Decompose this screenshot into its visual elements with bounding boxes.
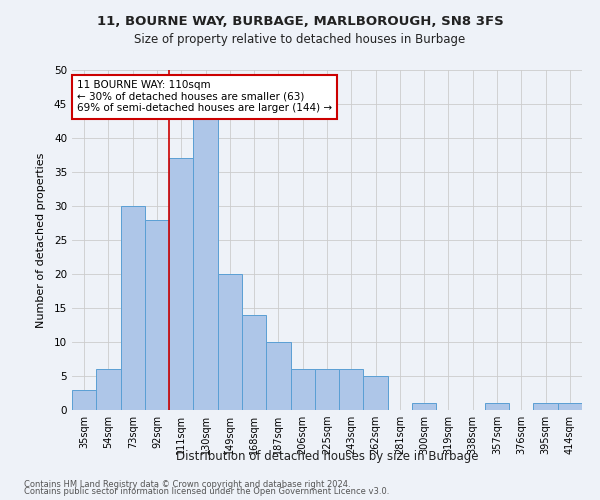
- Bar: [533, 403, 558, 410]
- Bar: [266, 342, 290, 410]
- Text: Size of property relative to detached houses in Burbage: Size of property relative to detached ho…: [134, 32, 466, 46]
- Bar: [96, 369, 121, 410]
- Bar: [412, 403, 436, 410]
- Bar: [339, 369, 364, 410]
- Text: 11, BOURNE WAY, BURBAGE, MARLBOROUGH, SN8 3FS: 11, BOURNE WAY, BURBAGE, MARLBOROUGH, SN…: [97, 15, 503, 28]
- Text: Contains public sector information licensed under the Open Government Licence v3: Contains public sector information licen…: [24, 488, 389, 496]
- Y-axis label: Number of detached properties: Number of detached properties: [35, 152, 46, 328]
- Bar: [558, 403, 582, 410]
- Bar: [290, 369, 315, 410]
- Bar: [242, 315, 266, 410]
- Bar: [193, 118, 218, 410]
- Text: Distribution of detached houses by size in Burbage: Distribution of detached houses by size …: [176, 450, 478, 463]
- Bar: [121, 206, 145, 410]
- Text: Contains HM Land Registry data © Crown copyright and database right 2024.: Contains HM Land Registry data © Crown c…: [24, 480, 350, 489]
- Bar: [364, 376, 388, 410]
- Bar: [169, 158, 193, 410]
- Text: 11 BOURNE WAY: 110sqm
← 30% of detached houses are smaller (63)
69% of semi-deta: 11 BOURNE WAY: 110sqm ← 30% of detached …: [77, 80, 332, 114]
- Bar: [485, 403, 509, 410]
- Bar: [218, 274, 242, 410]
- Bar: [315, 369, 339, 410]
- Bar: [72, 390, 96, 410]
- Bar: [145, 220, 169, 410]
